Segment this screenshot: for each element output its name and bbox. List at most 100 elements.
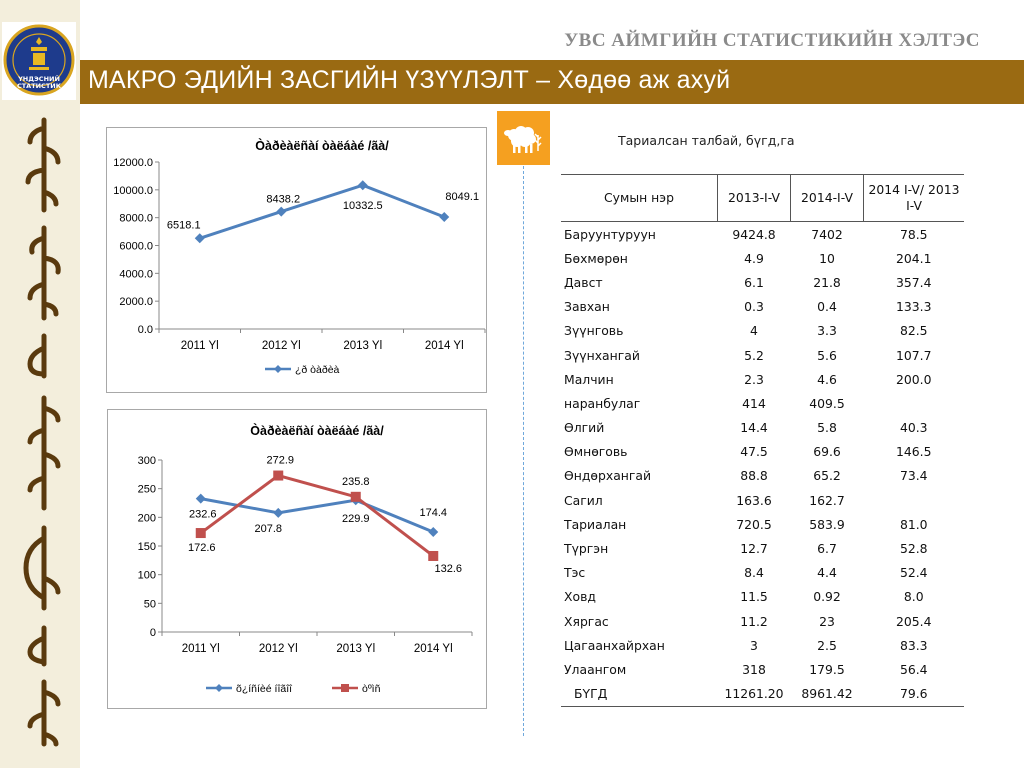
statistics-logo: ҮНДЭСНИЙ СТАТИСТИК xyxy=(2,22,76,100)
cell-sum-name: БҮГД xyxy=(561,681,718,707)
header-2013: 2013-I-V xyxy=(717,174,791,222)
table-total-row: БҮГД 11261.20 8961.42 79.6 xyxy=(561,681,964,707)
data-label: 132.6 xyxy=(434,563,462,575)
data-label: 8438.2 xyxy=(266,194,300,206)
y-tick-label: 2000.0 xyxy=(119,296,153,308)
table-row: Сагил 163.6 162.7 xyxy=(561,488,964,512)
data-label: 8049.1 xyxy=(445,191,479,203)
legend-marker xyxy=(341,684,349,692)
data-label: 229.9 xyxy=(342,513,370,525)
cell-2014: 69.6 xyxy=(813,444,841,460)
cell-2013: 47.5 xyxy=(740,444,768,460)
cell-2014: 0.4 xyxy=(817,299,837,315)
data-label: 272.9 xyxy=(266,455,294,467)
cell-ratio: 52.4 xyxy=(899,565,928,581)
cell-2013: 720.5 xyxy=(736,516,772,532)
y-tick-label: 100 xyxy=(138,570,156,582)
y-tick-label: 6000.0 xyxy=(119,241,153,253)
cell-2014: 21.8 xyxy=(813,274,841,290)
data-point-diamond xyxy=(428,527,439,538)
series-line-1 xyxy=(199,183,445,240)
chart-2: Òàðèàëñàí òàëáàé /ãà/0 50 100 150 200 250 300 2… xyxy=(107,409,487,709)
x-tick-label: 2013 Yl xyxy=(336,643,375,655)
cell-2014: 5.8 xyxy=(817,420,837,436)
cell-ratio: 79.6 xyxy=(863,681,964,707)
table-row: Давст 6.1 21.8 357.4 xyxy=(561,270,964,294)
cell-sum-name: Тэс xyxy=(564,565,586,581)
series-line-2 xyxy=(199,473,435,558)
crop-area-table: Сумын нэр 2013-I-V 2014-I-V 2014 I-V/ 20… xyxy=(561,174,964,707)
data-point-diamond xyxy=(194,233,205,244)
table-row: Тэс 8.4 4.4 52.4 xyxy=(561,561,964,585)
svg-text:СТАТИСТИК: СТАТИСТИК xyxy=(17,82,62,90)
y-tick-label: 0.0 xyxy=(138,324,153,336)
cell-2014: 0.92 xyxy=(813,589,841,605)
cell-ratio: 107.7 xyxy=(896,347,932,363)
cell-sum-name: Давст xyxy=(564,274,603,290)
cell-ratio: 78.5 xyxy=(899,226,928,242)
cell-2014: 583.9 xyxy=(809,516,845,532)
table-row: Цагаанхайрхан 3 2.5 83.3 xyxy=(561,633,964,657)
cell-sum-name: Ховд xyxy=(564,589,596,605)
x-tick-label: 2012 Yl xyxy=(262,340,301,352)
cell-ratio: 204.1 xyxy=(896,250,932,266)
x-tick-label: 2012 Yl xyxy=(259,643,298,655)
cell-2014: 179.5 xyxy=(809,661,845,677)
chart-title: Òàðèàëñàí òàëáàé /ãà/ xyxy=(255,138,389,153)
data-point-diamond xyxy=(357,180,368,191)
data-label: 172.6 xyxy=(188,542,216,554)
cell-2013: 12.7 xyxy=(740,541,768,557)
cell-sum-name: наранбулаг xyxy=(564,395,641,411)
cell-sum-name: Бөхмөрөн xyxy=(564,250,628,266)
data-label: 232.6 xyxy=(189,509,217,521)
cell-sum-name: Завхан xyxy=(564,299,610,315)
cell-2014: 6.7 xyxy=(817,541,837,557)
data-point-diamond xyxy=(439,211,450,222)
table-row: Улаангом 318 179.5 56.4 xyxy=(561,657,964,681)
table-row: Завхан 0.3 0.4 133.3 xyxy=(561,295,964,319)
cell-ratio: 83.3 xyxy=(899,637,928,653)
table-row: Тариалан 720.5 583.9 81.0 xyxy=(561,512,964,536)
mongolian-script-decoration xyxy=(23,117,61,747)
x-tick-label: 2011 Yl xyxy=(182,643,220,655)
cell-ratio: 8.0 xyxy=(903,589,924,605)
y-tick-label: 10000.0 xyxy=(113,185,153,197)
cell-2014: 2.5 xyxy=(817,637,837,653)
cell-sum-name: Малчин xyxy=(564,371,614,387)
cell-2013: 5.2 xyxy=(744,347,764,363)
data-label: 174.4 xyxy=(419,507,447,519)
header-2014: 2014-I-V xyxy=(790,174,864,222)
y-tick-label: 250 xyxy=(138,484,156,496)
x-tick-label: 2013 Yl xyxy=(343,340,382,352)
sheep-icon xyxy=(497,111,550,165)
cell-2014: 7402 xyxy=(811,226,843,242)
cell-2013: 11261.20 xyxy=(717,681,791,707)
cell-sum-name: Цагаанхайрхан xyxy=(564,637,665,653)
chart-1-svg: Òàðèàëñàí òàëáàé /ãà/0.0 2000.0 4000.0 6000… xyxy=(113,138,486,376)
legend-marker xyxy=(274,365,282,373)
cell-ratio: 56.4 xyxy=(899,661,928,677)
y-tick-label: 50 xyxy=(144,598,156,610)
table-row: Түргэн 12.7 6.7 52.8 xyxy=(561,536,964,560)
table-row: Зүүнговь 4 3.3 82.5 xyxy=(561,319,964,343)
data-point-diamond xyxy=(276,206,287,217)
x-tick-label: 2014 Yl xyxy=(414,643,453,655)
cell-ratio: 40.3 xyxy=(899,420,928,436)
cell-2013: 4 xyxy=(750,323,758,339)
cell-2014: 3.3 xyxy=(817,323,837,339)
data-label: 207.8 xyxy=(254,523,282,535)
cell-ratio: 357.4 xyxy=(896,274,932,290)
org-title: УВС АЙМГИЙН СТАТИСТИКИЙН ХЭЛТЭС xyxy=(564,30,980,51)
cell-ratio: 81.0 xyxy=(899,516,928,532)
cell-ratio: 146.5 xyxy=(896,444,932,460)
y-tick-label: 300 xyxy=(138,455,156,467)
data-point-square xyxy=(350,491,361,502)
y-tick-label: 12000.0 xyxy=(113,157,153,169)
table-row: Өмнөговь 47.5 69.6 146.5 xyxy=(561,440,964,464)
cell-sum-name: Зүүнхангай xyxy=(564,347,640,363)
legend-marker xyxy=(215,684,223,692)
legend-label: õ¿íñíèé íîãîî xyxy=(236,683,293,695)
table-row: Баруунтуруун 9424.8 7402 78.5 xyxy=(561,222,964,247)
y-tick-label: 4000.0 xyxy=(119,268,153,280)
cell-2013: 4.9 xyxy=(744,250,764,266)
